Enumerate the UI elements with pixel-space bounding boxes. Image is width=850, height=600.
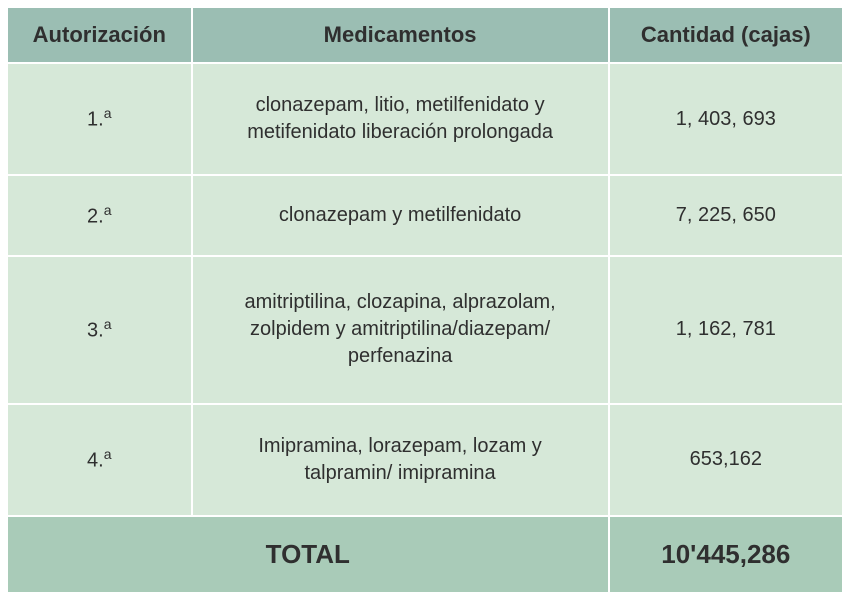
- cell-authorization: 1.a: [8, 64, 191, 174]
- cell-authorization: 3.a: [8, 257, 191, 402]
- cell-medications: Imipramina, lorazepam, lozam y talpramin…: [193, 405, 608, 515]
- cell-quantity: 653,162: [610, 405, 842, 515]
- cell-quantity: 1, 403, 693: [610, 64, 842, 174]
- cell-quantity: 1, 162, 781: [610, 257, 842, 402]
- total-row: TOTAL 10'445,286: [8, 517, 842, 592]
- cell-medications: amitriptilina, clozapina, alprazolam, zo…: [193, 257, 608, 402]
- col-header-authorization: Autorización: [8, 8, 191, 62]
- table-row: 3.a amitriptilina, clozapina, alprazolam…: [8, 257, 842, 402]
- col-header-medications: Medicamentos: [193, 8, 608, 62]
- header-row: Autorización Medicamentos Cantidad (caja…: [8, 8, 842, 62]
- table-row: 1.a clonazepam, litio, metilfenidato y m…: [8, 64, 842, 174]
- cell-quantity: 7, 225, 650: [610, 176, 842, 255]
- cell-medications: clonazepam, litio, metilfenidato y metif…: [193, 64, 608, 174]
- table-row: 2.a clonazepam y metilfenidato 7, 225, 6…: [8, 176, 842, 255]
- total-label: TOTAL: [8, 517, 608, 592]
- col-header-quantity: Cantidad (cajas): [610, 8, 842, 62]
- medications-table: Autorización Medicamentos Cantidad (caja…: [6, 6, 844, 594]
- table-row: 4.a Imipramina, lorazepam, lozam y talpr…: [8, 405, 842, 515]
- cell-medications: clonazepam y metilfenidato: [193, 176, 608, 255]
- cell-authorization: 2.a: [8, 176, 191, 255]
- cell-authorization: 4.a: [8, 405, 191, 515]
- total-value: 10'445,286: [610, 517, 842, 592]
